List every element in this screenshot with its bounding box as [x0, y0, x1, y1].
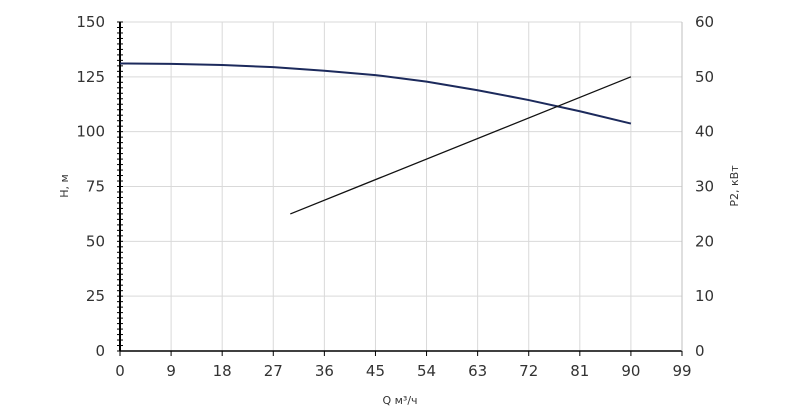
axes — [117, 21, 683, 356]
x-axis-label: Q м³/ч — [382, 394, 417, 407]
y-left-tick-label: 125 — [76, 68, 105, 86]
y-left-tick-label: 0 — [95, 342, 105, 360]
y-right-tick-label: 10 — [695, 287, 714, 305]
head-curve-line — [119, 62, 632, 125]
y-left-tick-label: 50 — [86, 232, 105, 250]
y-left-tick-label: 25 — [86, 287, 105, 305]
y-left-tick-label: 150 — [76, 13, 105, 31]
x-tick-label: 18 — [213, 362, 232, 380]
x-tick-label: 63 — [468, 362, 487, 380]
x-tick-label: 99 — [672, 362, 691, 380]
power-curve-line — [290, 76, 632, 215]
x-tick-label: 9 — [166, 362, 176, 380]
y-right-tick-label: 20 — [695, 232, 714, 250]
y-right-tick-label: 30 — [695, 178, 714, 196]
x-tick-label: 81 — [570, 362, 589, 380]
y-right-tick-label: 60 — [695, 13, 714, 31]
y-right-tick-label: 40 — [695, 123, 714, 141]
tick-labels: 0 9 18 27 36 45 54 63 72 81 90 99025507510012515001… — [76, 13, 714, 380]
grid — [120, 21, 683, 351]
y-left-tick-label: 100 — [76, 123, 105, 141]
x-tick-label: 90 — [621, 362, 640, 380]
x-tick-label: 72 — [519, 362, 538, 380]
y-right-tick-label: 50 — [695, 68, 714, 86]
y-axis-left-label: H, м — [58, 174, 71, 198]
x-tick-label: 45 — [366, 362, 385, 380]
y-axis-right-label: P2, кВт — [728, 165, 741, 207]
x-tick-label: 36 — [315, 362, 334, 380]
y-right-tick-label: 0 — [695, 342, 705, 360]
x-tick-label: 0 — [115, 362, 125, 380]
y-left-tick-label: 75 — [86, 178, 105, 196]
x-tick-label: 54 — [417, 362, 436, 380]
series — [119, 62, 632, 215]
x-tick-label: 27 — [264, 362, 283, 380]
